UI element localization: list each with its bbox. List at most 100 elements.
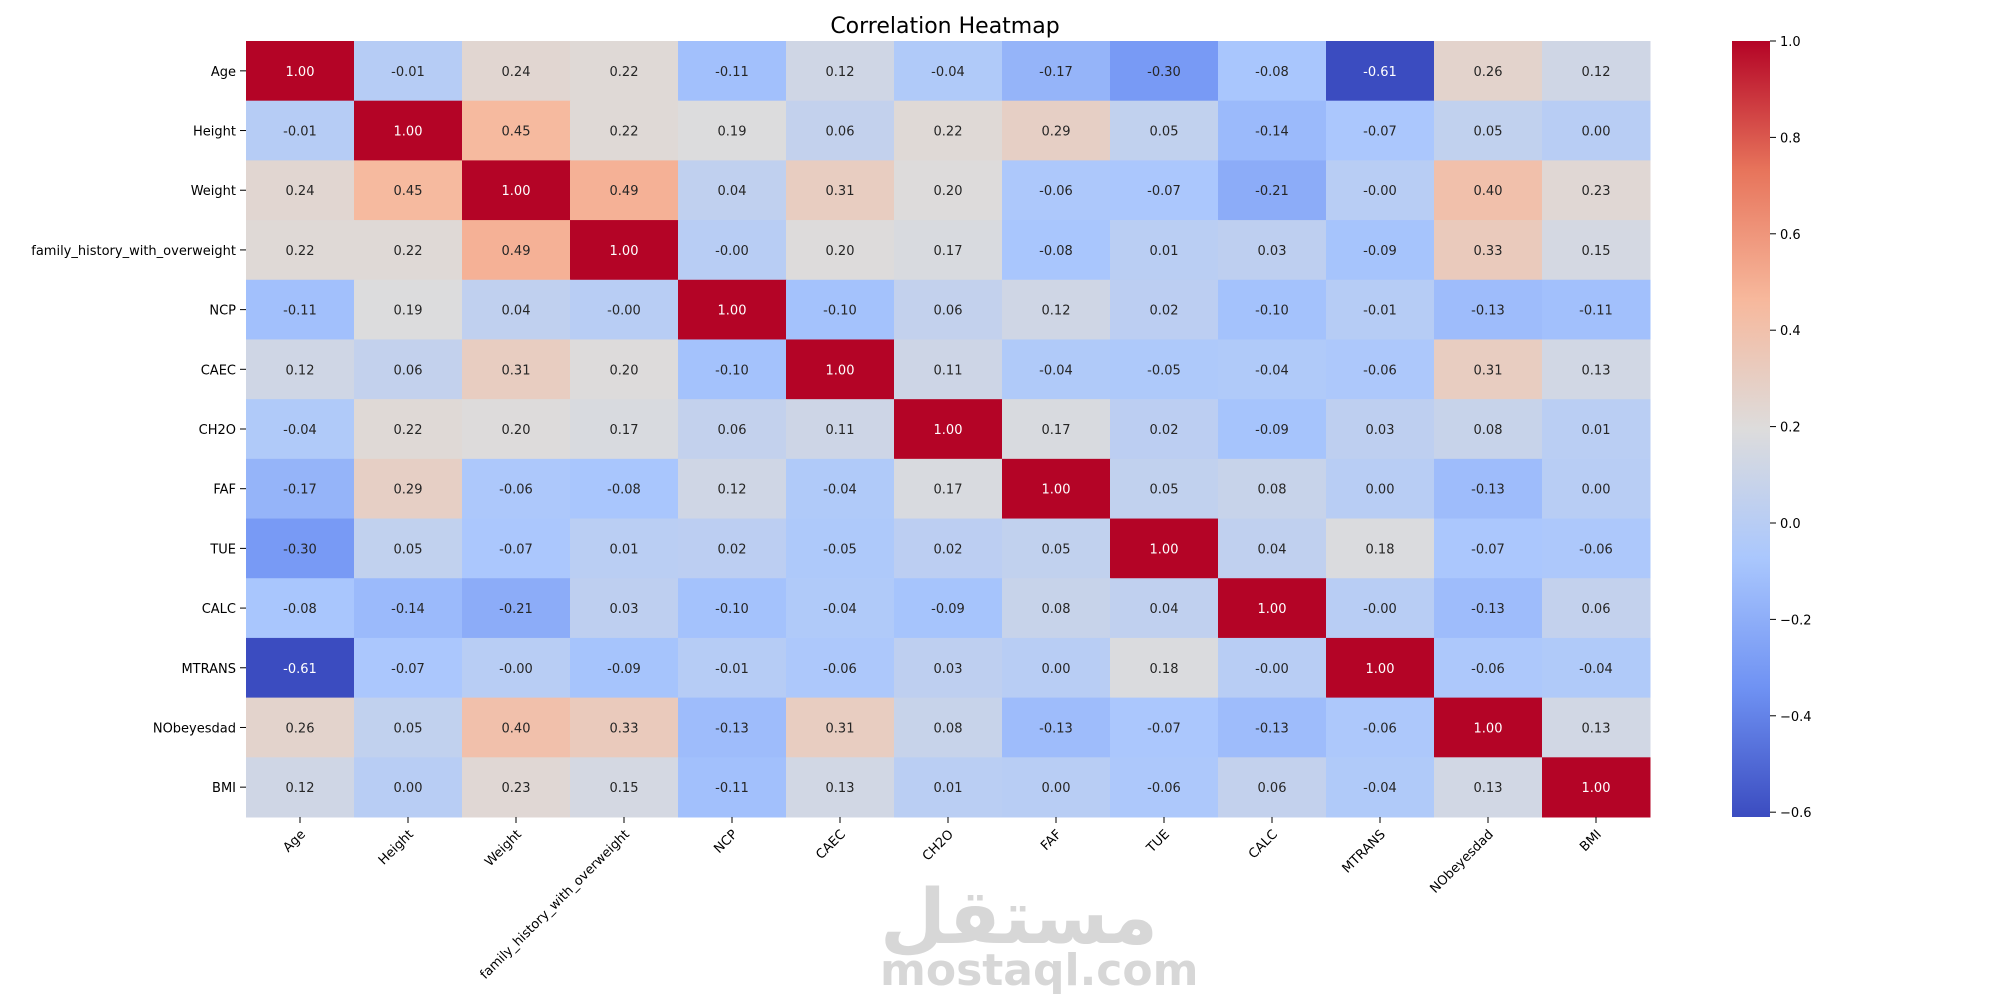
heatmap-cell [1434, 399, 1543, 460]
cell-value-label: 1.00 [1150, 542, 1179, 557]
cell-value-label: -0.10 [823, 304, 857, 319]
heatmap-cell [1218, 518, 1327, 579]
heatmap-cell [1326, 339, 1435, 400]
cell-value-label: 0.04 [1258, 542, 1287, 557]
cell-value-label: 0.06 [718, 423, 747, 438]
cell-value-label: 0.05 [1042, 542, 1071, 557]
cell-value-label: 0.04 [718, 184, 747, 199]
cell-value-label: -0.11 [283, 304, 317, 319]
heatmap-cell [1002, 41, 1111, 102]
cell-value-label: 0.22 [934, 125, 963, 140]
cell-value-label: -0.13 [1471, 483, 1505, 498]
cell-value-label: 1.00 [286, 65, 315, 80]
y-tick-label: NObeyesdad [153, 721, 236, 736]
x-tick-label: CH2O [920, 827, 957, 864]
heatmap-cell [1542, 160, 1651, 221]
cell-value-label: 1.00 [1582, 781, 1611, 796]
heatmap-cell [1002, 220, 1111, 281]
cell-value-label: 0.05 [1150, 483, 1179, 498]
heatmap-cell [894, 757, 1003, 818]
cell-value-label: 0.03 [610, 602, 639, 617]
cell-value-label: 0.11 [826, 423, 855, 438]
cell-value-label: 0.49 [502, 244, 531, 259]
heatmap-cell [1542, 518, 1651, 579]
cell-value-label: 0.13 [826, 781, 855, 796]
heatmap-cell [786, 458, 895, 520]
heatmap-cell [1542, 41, 1651, 102]
heatmap-cell [894, 637, 1003, 699]
cell-value-label: 0.24 [502, 65, 531, 80]
cell-value-label: 0.29 [394, 483, 423, 498]
heatmap-cell [1434, 697, 1543, 758]
heatmap-cell [1110, 697, 1219, 758]
cell-value-label: 1.00 [826, 363, 855, 378]
cell-value-label: -0.00 [499, 662, 533, 677]
heatmap-cell [246, 637, 355, 699]
heatmap-cell [1434, 41, 1543, 102]
cell-value-label: 0.19 [394, 304, 423, 319]
y-tick-labels: Age Height Weight family_history_with_overw… [31, 65, 246, 796]
heatmap-cell [354, 41, 463, 102]
heatmap-cell [570, 518, 679, 579]
heatmap-cell [1542, 697, 1651, 758]
cell-value-label: 1.00 [394, 125, 423, 140]
heatmap-cell [1002, 160, 1111, 221]
heatmap-cell [786, 697, 895, 758]
x-tick-label: CAEC [813, 827, 849, 863]
cell-value-label: -0.09 [931, 602, 965, 617]
cell-value-label: 0.18 [1366, 542, 1395, 557]
cell-value-label: -0.09 [1363, 244, 1397, 259]
heatmap-cell [1542, 757, 1651, 818]
heatmap-cell [462, 697, 571, 758]
cell-value-label: -0.04 [931, 65, 965, 80]
cell-value-label: 0.31 [502, 363, 531, 378]
heatmap-cell [678, 399, 787, 460]
heatmap-cell [1002, 100, 1111, 161]
cell-value-label: 0.13 [1582, 363, 1611, 378]
cell-value-label: 0.23 [1582, 184, 1611, 199]
cell-value-label: -0.01 [1363, 304, 1397, 319]
colorbar-tick-label: −0.4 [1780, 710, 1812, 725]
cell-value-label: -0.05 [1147, 363, 1181, 378]
heatmap-cell [894, 279, 1003, 340]
cell-value-label: 0.31 [826, 721, 855, 736]
heatmap-cell [1218, 757, 1327, 818]
heatmap-cells: 1.00 -0.01 0.24 0.22 -0.11 0.12 -0.04 -0.17 -0.3… [246, 41, 1651, 818]
heatmap-cell [246, 399, 355, 460]
cell-value-label: -0.04 [1363, 781, 1397, 796]
heatmap-cell [1326, 399, 1435, 460]
heatmap-cell [1110, 339, 1219, 400]
y-tick-label: Age [211, 65, 236, 80]
heatmap-cell [570, 100, 679, 161]
heatmap-cell [1002, 697, 1111, 758]
heatmap-cell [678, 100, 787, 161]
heatmap-cell [1542, 578, 1651, 639]
cell-value-label: -0.17 [283, 483, 317, 498]
cell-value-label: 1.00 [718, 304, 747, 319]
heatmap-cell [1434, 518, 1543, 579]
heatmap-cell [1434, 160, 1543, 221]
heatmap-cell [1110, 279, 1219, 340]
cell-value-label: 0.20 [826, 244, 855, 259]
heatmap-cell [1434, 339, 1543, 400]
heatmap-cell [1542, 399, 1651, 460]
x-tick-label: Height [376, 827, 417, 868]
heatmap-cell [462, 279, 571, 340]
heatmap-cell [678, 41, 787, 102]
y-tick-label: CAEC [201, 363, 236, 378]
heatmap-cell [1218, 339, 1327, 400]
heatmap-cell [1326, 757, 1435, 818]
cell-value-label: 0.15 [1582, 244, 1611, 259]
cell-value-label: 0.12 [1582, 65, 1611, 80]
cell-value-label: 0.17 [934, 244, 963, 259]
colorbar-tick-label: 0.8 [1780, 131, 1801, 146]
y-tick-label: TUE [209, 542, 236, 557]
heatmap-cell [570, 637, 679, 699]
heatmap-cell [246, 697, 355, 758]
heatmap-cell [1218, 160, 1327, 221]
x-tick-label: CALC [1246, 827, 1281, 862]
heatmap-cell [1434, 100, 1543, 161]
colorbar-tick-label: −0.2 [1780, 613, 1812, 628]
cell-value-label: 0.29 [1042, 125, 1071, 140]
colorbar-tick-label: 0.0 [1780, 517, 1801, 532]
